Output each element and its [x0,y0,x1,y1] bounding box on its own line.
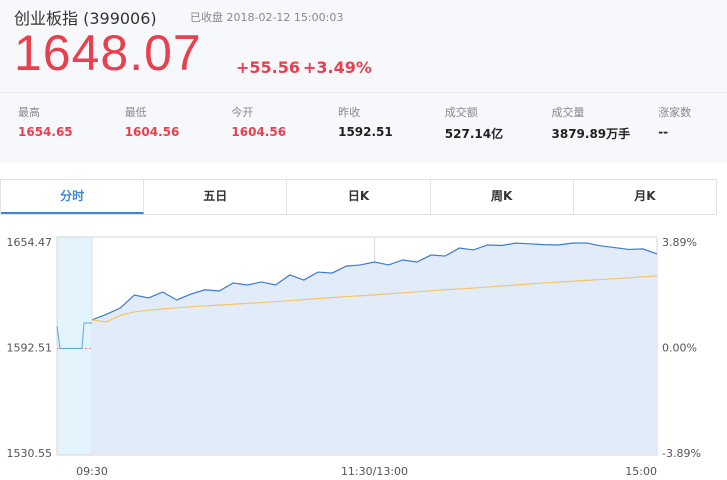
y-tick-label: 1654.47 [7,236,53,249]
stat-value: 1592.51 [338,125,393,139]
index-title: 创业板指 (399006) [14,9,157,28]
stat: 昨收 1592.51 [338,104,443,139]
x-tick-label: 15:00 [625,465,657,478]
price-change: +55.56 [236,58,301,77]
y-tick-label: 1592.51 [7,342,53,355]
stat-label: 成交量 [551,106,585,119]
stat-value: 1604.56 [124,125,180,139]
tab[interactable]: 月K [634,189,656,203]
stat: 今开 1604.56 [231,104,336,139]
intraday-chart: 09:30 11:30/13:00 15:00 1530.55 1592.51 1654.… [7,236,701,478]
stat-label: 最高 [18,106,40,119]
stat-label: 成交额 [444,106,478,119]
pre-market-trace [56,322,92,349]
y2-tick-label: 3.89% [662,236,697,249]
tab[interactable]: 五日 [144,180,288,214]
tab[interactable]: 周K [431,180,574,214]
stat: 涨家数 -- [658,104,727,139]
price-line [91,242,658,321]
price-area [92,242,657,454]
quote-header: 创业板指 (399006) 已收盘 2018-02-12 15:00:03 16… [0,0,727,163]
stat-label: 最低 [124,106,147,119]
tab[interactable]: 分时 [1,180,145,214]
market-status: 已收盘 2018-02-12 15:00:03 [190,11,344,24]
stat-value: 1654.65 [18,125,73,139]
stat-value: -- [658,125,669,139]
chart-tabs: 分时 五日 日K 周K 月K [0,179,717,215]
stat-label: 涨家数 [658,106,692,119]
stat: 成交量 3879.89万手 [552,104,657,142]
stat: 成交额 527.14亿 [445,104,550,142]
stat-value: 1604.56 [231,125,287,139]
x-tick-label: 11:30/13:00 [341,465,408,478]
stat: 最高 1654.65 [18,104,123,139]
average-line [91,275,658,323]
y2-tick-label: -3.89% [662,447,701,460]
divider [0,92,727,93]
last-price: 1648.07 [14,25,202,81]
pre-market-band [57,237,92,455]
stat: 最低 1604.56 [125,104,230,139]
stat-value: 527.14亿 [444,127,504,141]
y-tick-label: 1530.55 [7,447,53,460]
x-tick-label: 09:30 [76,465,108,478]
stat-label: 昨收 [338,106,361,119]
price-change-pct: +3.49% [303,58,372,77]
stat-label: 今开 [231,106,254,119]
stat-value: 3879.89万手 [551,127,631,141]
y2-tick-label: 0.00% [662,342,697,355]
tab[interactable]: 日K [287,180,431,214]
